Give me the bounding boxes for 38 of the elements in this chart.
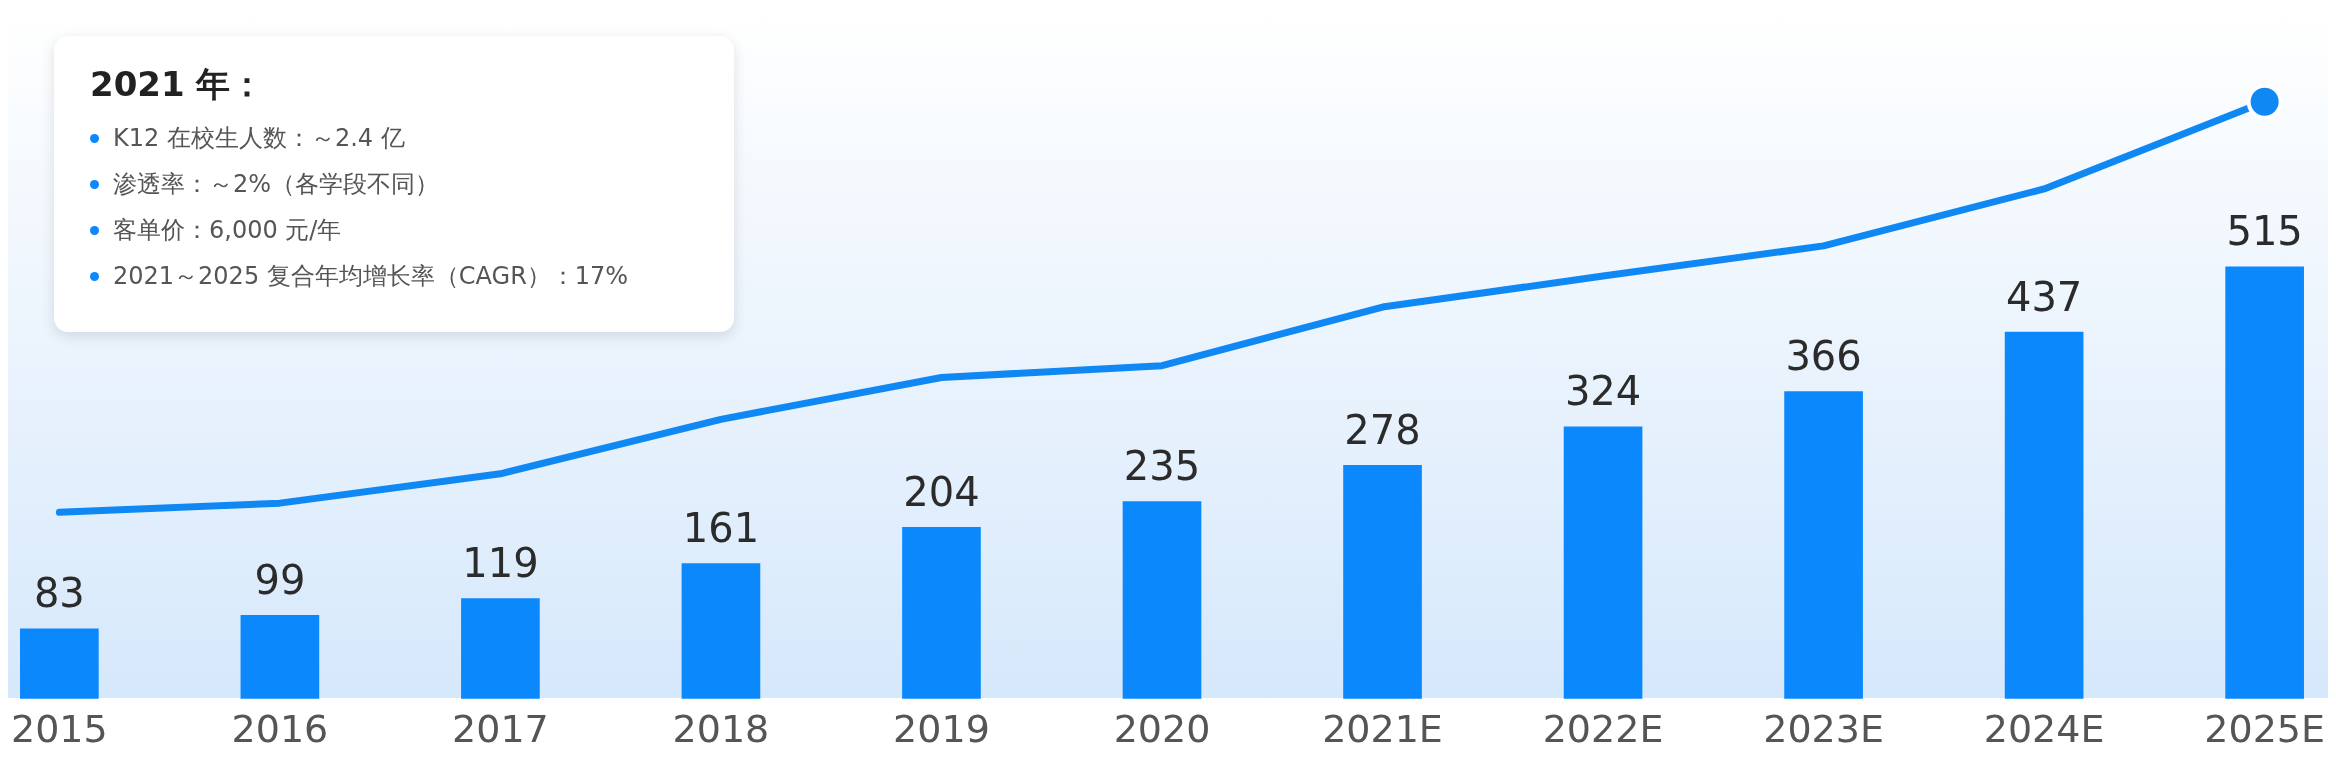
bar (20, 628, 99, 699)
data-label: 83 (33, 570, 85, 617)
bar (1563, 426, 1643, 699)
annotation: 2021 年： (90, 63, 266, 106)
x-tick-label: 2021E (1322, 707, 1443, 752)
bar (1343, 465, 1422, 699)
data-label: 204 (903, 468, 980, 515)
annotation: 渗透率：～2%（各学段不同） (113, 169, 440, 200)
data-label: 515 (2226, 208, 2303, 255)
x-tick-label: 2023E (1763, 707, 1884, 752)
data-label: 99 (254, 556, 306, 603)
bar (461, 598, 540, 699)
data-label: 324 (1564, 368, 1642, 415)
bar (2225, 266, 2304, 699)
annotation: 客单价：6,000 元/年 (113, 215, 342, 246)
x-tick-label: 2016 (231, 707, 329, 752)
annotation: 2021～2025 复合年均增长率（CAGR）：17% (113, 261, 629, 292)
x-tick-label: 2022E (1542, 707, 1664, 752)
data-label: 437 (2005, 273, 2083, 320)
data-label: 366 (1785, 333, 1862, 380)
x-tick-label: 2017 (452, 707, 549, 752)
x-tick-label: 2024E (1983, 707, 2105, 752)
x-tick-label: 2025E (2204, 707, 2325, 752)
bar (1122, 501, 1202, 699)
data-label: 161 (682, 504, 760, 551)
data-label: 119 (462, 540, 539, 587)
bar (681, 563, 761, 699)
bar (240, 615, 320, 699)
bar (1784, 391, 1863, 699)
x-tick-label: 2018 (672, 707, 770, 752)
annotation: K12 在校生人数：～2.4 亿 (113, 123, 405, 154)
data-label: 235 (1123, 442, 1201, 489)
x-tick-label: 2019 (893, 707, 990, 752)
bar (902, 527, 981, 699)
data-label: 278 (1344, 406, 1421, 453)
x-tick-label: 2015 (10, 707, 108, 752)
bar (2004, 331, 2084, 699)
x-tick-label: 2020 (1113, 707, 1211, 752)
